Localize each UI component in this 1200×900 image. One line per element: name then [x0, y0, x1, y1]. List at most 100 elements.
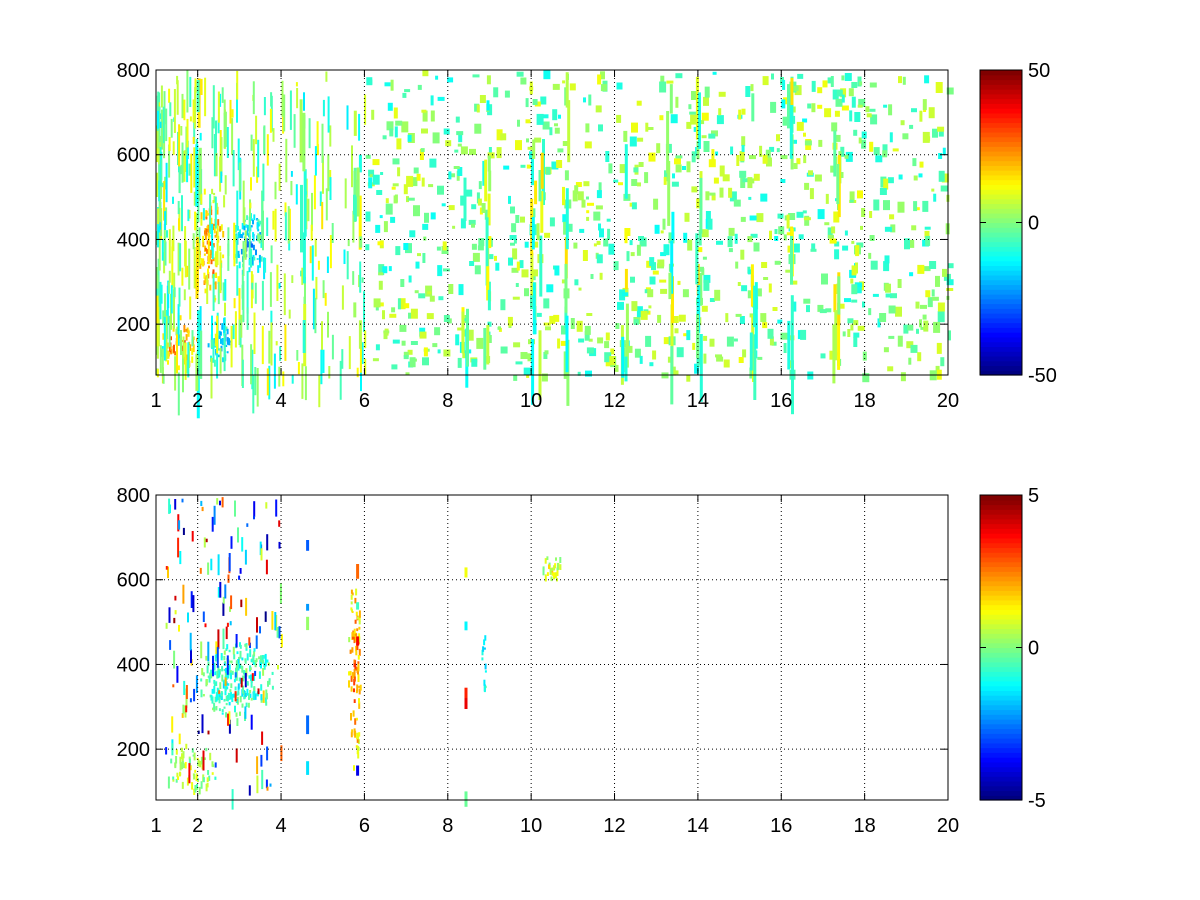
heatmap-cell [314, 297, 317, 334]
heatmap-cell [904, 238, 910, 250]
heatmap-cell [157, 258, 160, 302]
heatmap-cell [201, 506, 204, 512]
x-tick-label: 1 [150, 815, 161, 837]
heatmap-cell [477, 245, 484, 251]
heatmap-cell [469, 261, 475, 266]
heatmap-cell [471, 358, 478, 367]
heatmap-cell [252, 655, 255, 662]
heatmap-cell [276, 627, 279, 638]
heatmap-cell [556, 562, 559, 570]
heatmap-cell [851, 299, 858, 303]
heatmap-cell [158, 143, 161, 165]
colorbar-swatch [980, 733, 1022, 739]
heatmap-cell [193, 773, 196, 780]
x-tick-label: 8 [442, 815, 453, 837]
heatmap-cell [238, 162, 241, 192]
heatmap-cell [178, 218, 180, 231]
heatmap-cell [566, 339, 570, 406]
heatmap-cell [739, 316, 745, 324]
heatmap-cell [671, 181, 679, 187]
colorbar-swatch [980, 265, 1022, 271]
colorbar-swatch [980, 131, 1022, 138]
heatmap-cell [198, 147, 202, 195]
heatmap-cell [197, 184, 200, 223]
heatmap-cell [915, 301, 920, 309]
heatmap-cell [252, 139, 255, 177]
heatmap-cell [800, 329, 807, 340]
heatmap-cell [244, 660, 247, 664]
heatmap-cell [544, 232, 551, 238]
heatmap-cell [807, 103, 812, 109]
heatmap-cell [279, 583, 282, 604]
heatmap-cell [553, 314, 560, 322]
heatmap-cell [217, 276, 220, 284]
heatmap-cell [553, 572, 555, 578]
heatmap-cell [408, 312, 411, 319]
heatmap-cell [811, 103, 816, 113]
heatmap-cell [253, 312, 256, 354]
heatmap-cell [346, 251, 349, 280]
heatmap-cell [841, 94, 845, 103]
heatmap-cell [486, 325, 490, 365]
colorbar-swatch [980, 604, 1022, 610]
heatmap-cell [481, 657, 484, 661]
heatmap-cell [804, 140, 812, 146]
heatmap-cell [209, 241, 212, 246]
heatmap-cell [189, 116, 192, 122]
heatmap-cell [925, 290, 931, 298]
heatmap-cell [176, 326, 179, 330]
heatmap-cell [204, 623, 207, 628]
heatmap-cell [242, 180, 245, 223]
heatmap-cell [847, 318, 854, 324]
heatmap-cell [745, 86, 751, 97]
heatmap-cell [157, 121, 160, 149]
heatmap-cell [824, 222, 830, 226]
heatmap-cell [189, 296, 192, 320]
heatmap-cell [219, 245, 222, 252]
heatmap-cell [588, 338, 593, 342]
colorbar-swatch [980, 757, 1022, 763]
heatmap-cell [803, 217, 811, 221]
heatmap-cell [774, 229, 778, 234]
heatmap-cell [659, 279, 667, 283]
heatmap-cell [684, 212, 690, 222]
heatmap-cell [352, 210, 355, 243]
heatmap-cell [656, 143, 661, 154]
heatmap-cell [320, 349, 323, 385]
heatmap-cell [266, 217, 269, 236]
heatmap-cell [241, 359, 244, 388]
heatmap-cell [351, 592, 354, 596]
heatmap-cell [239, 711, 241, 716]
colorbar-swatch [980, 179, 1022, 185]
heatmap-cell [691, 91, 698, 100]
heatmap-cell [274, 181, 277, 200]
heatmap-cell [228, 701, 231, 706]
heatmap-cell [191, 748, 194, 753]
heatmap-cell [605, 151, 610, 162]
heatmap-cell [173, 289, 175, 329]
colorbar-tick-label: 0 [1028, 638, 1039, 660]
heatmap-cell [703, 96, 709, 106]
heatmap-cell [749, 332, 753, 371]
heatmap-cell [392, 183, 399, 187]
heatmap-cell [855, 245, 860, 257]
heatmap-cell [668, 272, 672, 300]
heatmap-cell [853, 337, 858, 347]
heatmap-cell [233, 298, 236, 309]
heatmap-cell [357, 739, 360, 744]
heatmap-cell [636, 244, 641, 256]
heatmap-cell [753, 242, 760, 252]
heatmap-cell [619, 289, 626, 301]
heatmap-cell [630, 276, 635, 283]
heatmap-cell [174, 351, 177, 356]
heatmap-cell [448, 173, 456, 178]
heatmap-cell [245, 668, 248, 677]
heatmap-cell [802, 118, 808, 123]
heatmap-cell [215, 641, 218, 654]
heatmap-cell [256, 775, 259, 794]
heatmap-cell [329, 177, 332, 200]
colorbar-swatch [980, 599, 1022, 606]
heatmap-cell [358, 620, 361, 625]
heatmap-cell [616, 114, 622, 123]
heatmap-cell [659, 81, 667, 93]
